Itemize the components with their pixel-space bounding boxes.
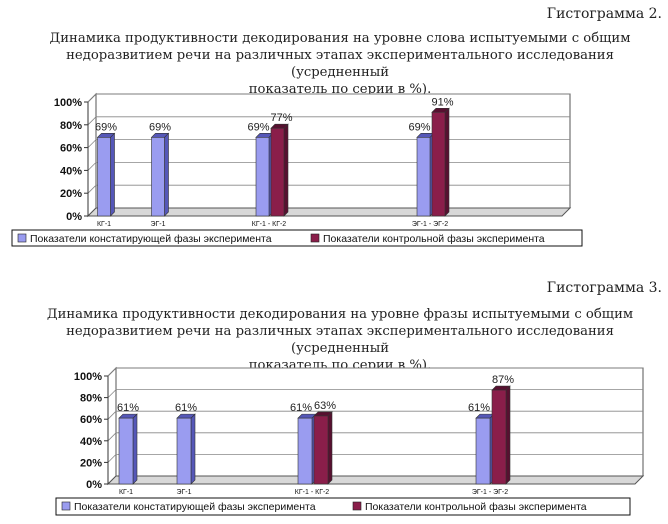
gridline-depth xyxy=(107,454,117,463)
title-line: недоразвитием речи на различных этапах э… xyxy=(66,48,614,80)
back-wall xyxy=(95,93,571,209)
histogram-2-chart: 0%20%40%60%80%100%69%КГ-169%ЭГ-169%77%КГ… xyxy=(11,92,583,247)
y-tick-label: 100% xyxy=(74,371,102,383)
gridline-depth xyxy=(87,162,97,171)
bar xyxy=(297,417,313,485)
gridline-depth xyxy=(107,410,117,420)
bar xyxy=(491,389,507,485)
bar-side xyxy=(190,413,196,485)
x-tick-label: КГ-1 - КГ-2 xyxy=(295,489,330,496)
x-tick-label: КГ-1 xyxy=(97,221,111,228)
bar-side xyxy=(132,413,138,485)
data-label: 91% xyxy=(431,96,453,108)
bar xyxy=(313,415,329,485)
y-tick-label: 40% xyxy=(60,165,82,177)
bar-side xyxy=(283,123,289,217)
bar-side xyxy=(164,132,169,217)
data-label: 61% xyxy=(468,402,490,414)
gridline-depth xyxy=(107,432,117,442)
title-line: Динамика продуктивности декодирования на… xyxy=(49,31,631,46)
data-label: 69% xyxy=(149,121,171,133)
bar-side xyxy=(444,107,450,217)
histogram-3-label: Гистограмма 3. xyxy=(546,280,662,296)
legend-label: Показатели констатирующей фазы экспериме… xyxy=(74,501,316,513)
histogram-2-label: Гистограмма 2. xyxy=(546,6,662,22)
legend-swatch xyxy=(17,233,27,243)
bar xyxy=(416,137,431,217)
y-tick-label: 60% xyxy=(60,143,82,155)
x-tick-label: ЭГ-1 - ЭГ-2 xyxy=(412,221,448,228)
gridline-depth xyxy=(107,367,117,377)
y-tick-label: 40% xyxy=(80,436,102,448)
gridline-depth xyxy=(87,116,97,126)
data-label: 77% xyxy=(270,112,292,124)
legend-box xyxy=(55,497,631,516)
y-tick-label: 0% xyxy=(66,211,82,223)
floor xyxy=(86,207,572,217)
gridline-depth xyxy=(87,184,97,194)
y-tick-label: 80% xyxy=(80,393,102,405)
histogram-3-chart: 0%20%40%60%80%100%61%КГ-161%ЭГ-161% 63%КГ… xyxy=(55,366,645,516)
bar xyxy=(475,417,491,485)
bar xyxy=(118,417,134,485)
legend-label: Показатели контрольной фазы эксперимента xyxy=(365,501,587,513)
back-wall-left xyxy=(107,366,117,486)
data-label: 87% xyxy=(492,374,514,386)
x-tick-label: ЭГ-1 xyxy=(150,221,165,228)
bar xyxy=(270,127,285,217)
gridline-depth xyxy=(87,139,97,148)
y-tick-label: 100% xyxy=(54,97,82,109)
bar-side xyxy=(110,132,115,217)
x-tick-label: КГ-1 - КГ-2 xyxy=(252,221,287,228)
histogram-2-title: Динамика продуктивности декодирования на… xyxy=(40,30,640,98)
bar-side xyxy=(327,411,333,485)
legend-swatch xyxy=(310,233,320,243)
legend-swatch xyxy=(61,501,71,511)
bar xyxy=(255,137,270,217)
gridline-depth xyxy=(107,389,117,398)
legend-label: Показатели контрольной фазы эксперимента xyxy=(323,233,545,245)
gridline-depth xyxy=(87,93,97,103)
bar xyxy=(176,417,192,485)
legend-label: Показатели констатирующей фазы экспериме… xyxy=(30,233,272,245)
data-label: 63% xyxy=(314,400,336,412)
y-tick-label: 80% xyxy=(60,120,82,132)
bar xyxy=(431,111,446,217)
title-line: недоразвитием речи на различных этапах э… xyxy=(66,324,614,356)
data-label: 69% xyxy=(408,121,430,133)
x-tick-label: ЭГ-1 - ЭГ-2 xyxy=(472,489,508,496)
bar-side xyxy=(505,385,511,485)
back-wall-left xyxy=(87,92,97,218)
y-tick-label: 60% xyxy=(80,414,102,426)
legend-swatch xyxy=(352,501,362,511)
x-tick-label: ЭГ-1 xyxy=(176,489,191,496)
data-label: 61% xyxy=(117,402,139,414)
data-label: 69% xyxy=(247,121,269,133)
bar xyxy=(151,137,165,217)
data-label: 61% xyxy=(290,402,312,414)
y-tick-label: 20% xyxy=(60,188,82,200)
x-tick-label: КГ-1 xyxy=(119,489,133,496)
title-line: показатель по серии в %). xyxy=(248,82,432,97)
data-label: 69% xyxy=(95,121,117,133)
legend-box xyxy=(11,229,583,247)
back-wall xyxy=(115,367,644,477)
y-tick-label: 20% xyxy=(80,457,102,469)
data-label: 61% xyxy=(175,402,197,414)
bar xyxy=(97,137,111,217)
y-tick-label: 0% xyxy=(86,479,102,491)
title-line: Динамика продуктивности декодирования на… xyxy=(46,307,634,322)
